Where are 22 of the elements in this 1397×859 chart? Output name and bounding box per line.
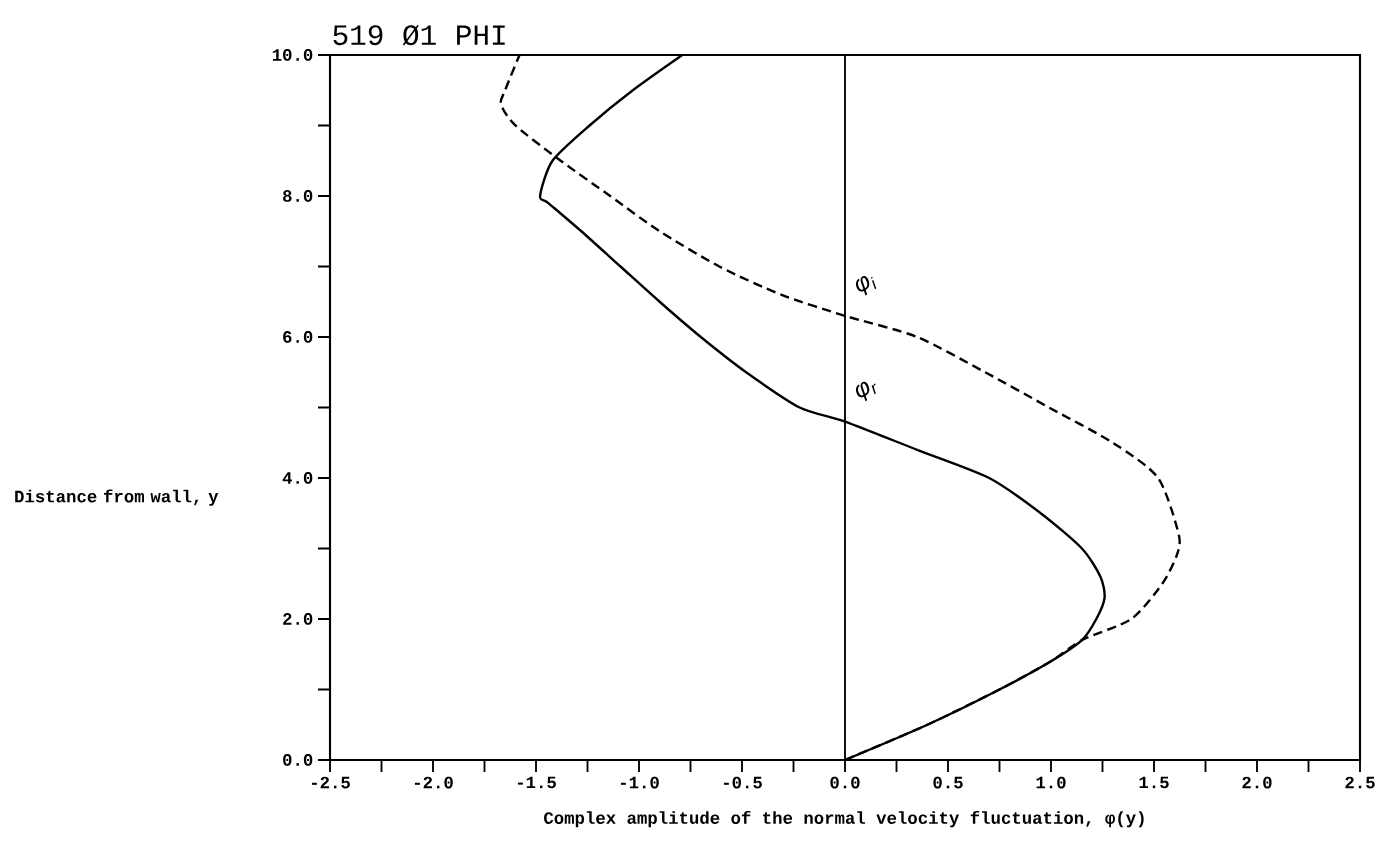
y-tick-label: 6.0 (283, 331, 313, 343)
y-tick-label: 2.0 (283, 613, 313, 625)
y-tick-label: 0.0 (283, 754, 313, 766)
x-tick-label: -1.0 (620, 776, 659, 789)
x-tick-label: 1.0 (1036, 776, 1066, 789)
x-tick-label: 2.0 (1242, 776, 1272, 789)
x-tick-label: 1.5 (1139, 776, 1169, 789)
text: φ$_{i}$ (855, 276, 877, 296)
x-tick-label: 0.5 (933, 776, 963, 789)
x-tick-label: -2.0 (414, 776, 453, 789)
x-tick-label: -1.5 (517, 776, 556, 789)
chart-title: 519 Ø1 PHI (333, 24, 505, 46)
x-tick-label: 0.0 (830, 776, 860, 789)
x-tick-label: -2.5 (311, 776, 350, 789)
y-tick-label: 10.0 (272, 49, 313, 61)
x-axis-title: Complex amplitude of the normal velocity fluctuation, φ(y) (544, 810, 1144, 828)
y-tick-label: 8.0 (283, 190, 313, 202)
text: φ$_{r}$ (855, 381, 876, 402)
y-axis-title: Distance from wall, y (15, 489, 219, 506)
y-tick-label: 4.0 (282, 472, 313, 484)
x-tick-label: -0.5 (723, 776, 762, 789)
x-tick-label: 2.5 (1345, 776, 1375, 789)
